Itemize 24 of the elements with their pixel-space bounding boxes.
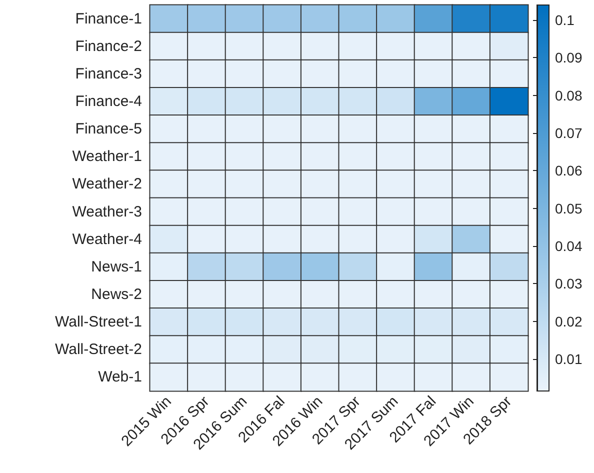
y-tick-label: Finance-4 [75, 93, 142, 110]
y-tick-label: Web-1 [98, 368, 142, 386]
y-tick-label: Finance-5 [75, 120, 142, 138]
color-bar-label: 0.03 [555, 276, 582, 292]
y-tick-label: Wall-Street-2 [55, 341, 142, 358]
color-bar-label: 0.05 [555, 200, 582, 216]
y-tick-label: News-1 [91, 258, 142, 276]
y-tick-label: Finance-2 [75, 38, 142, 55]
color-bar-label: 0.1 [555, 12, 575, 28]
y-tick-label: News-2 [91, 286, 142, 303]
color-bar-label: 0.01 [555, 350, 582, 367]
y-tick-label: Finance-3 [75, 65, 142, 82]
y-tick-label: Weather-1 [72, 148, 142, 166]
color-bar-label: 0.07 [555, 125, 582, 142]
color-bar-label: 0.08 [555, 87, 582, 104]
y-tick-label: Weather-2 [72, 176, 142, 193]
y-tick-label: Wall-Street-1 [55, 314, 142, 331]
color-bar-label: 0.09 [555, 50, 582, 66]
color-bar-label: 0.06 [555, 162, 582, 179]
y-tick-label: Weather-4 [72, 230, 142, 248]
color-bar-label: 0.04 [555, 238, 582, 254]
y-tick-label: Finance-1 [75, 10, 142, 28]
y-tick-label: Weather-3 [72, 203, 142, 220]
color-bar-label: 0.02 [555, 313, 582, 330]
